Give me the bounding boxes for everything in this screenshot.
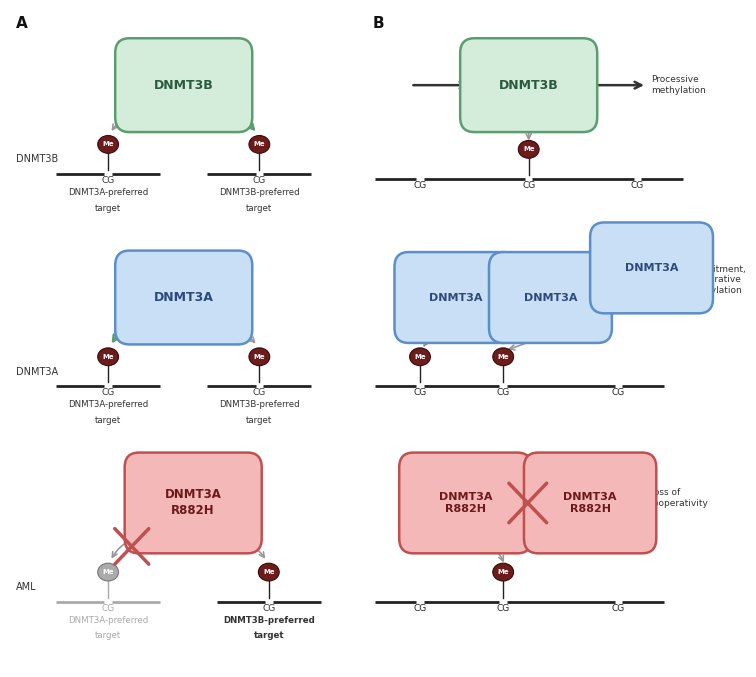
Text: Me: Me [497, 354, 509, 359]
FancyBboxPatch shape [460, 38, 597, 132]
Text: CG: CG [612, 604, 625, 613]
Text: B: B [373, 16, 384, 31]
Text: target: target [95, 632, 121, 640]
Text: DNMT3A-preferred: DNMT3A-preferred [68, 188, 148, 197]
Text: DNMT3A-preferred: DNMT3A-preferred [68, 400, 148, 409]
Text: target: target [246, 416, 272, 425]
FancyBboxPatch shape [115, 250, 253, 345]
Text: target: target [95, 416, 121, 425]
FancyBboxPatch shape [489, 252, 612, 343]
Text: DNMT3B: DNMT3B [16, 154, 57, 165]
Text: DNMT3A: DNMT3A [524, 292, 577, 303]
Text: AML: AML [16, 582, 36, 592]
Text: DNMT3A-preferred: DNMT3A-preferred [68, 615, 148, 625]
Text: CG: CG [253, 389, 266, 397]
Text: DNMT3A: DNMT3A [429, 292, 482, 303]
Ellipse shape [98, 563, 119, 581]
Text: CG: CG [101, 604, 115, 613]
Text: DNMT3A
R882H: DNMT3A R882H [165, 488, 222, 517]
Text: CG: CG [612, 389, 625, 397]
Text: DNMT3A
R882H: DNMT3A R882H [563, 492, 617, 514]
Ellipse shape [493, 563, 513, 581]
Text: Loss of
cooperativity: Loss of cooperativity [649, 488, 708, 508]
Text: CG: CG [414, 604, 426, 613]
Text: DNMT3A: DNMT3A [153, 291, 214, 304]
Text: Me: Me [102, 141, 114, 148]
Text: Me: Me [497, 569, 509, 575]
Text: DNMT3A
R882H: DNMT3A R882H [438, 492, 492, 514]
Text: Me: Me [102, 354, 114, 359]
Text: CG: CG [414, 181, 426, 190]
Text: CG: CG [262, 604, 275, 613]
Text: Me: Me [414, 354, 426, 359]
Text: Me: Me [263, 569, 274, 575]
Ellipse shape [519, 140, 539, 158]
Text: DNMT3B-preferred: DNMT3B-preferred [219, 400, 299, 409]
Text: CG: CG [522, 181, 535, 190]
Ellipse shape [410, 348, 430, 366]
Text: CG: CG [497, 389, 510, 397]
Text: DNMT3B-preferred: DNMT3B-preferred [223, 615, 314, 625]
FancyBboxPatch shape [590, 223, 713, 313]
FancyBboxPatch shape [524, 453, 656, 553]
Text: DNMT3B: DNMT3B [499, 79, 559, 91]
Text: Processive
methylation: Processive methylation [652, 75, 706, 95]
Text: DNMT3B: DNMT3B [154, 79, 214, 91]
Text: CG: CG [497, 604, 510, 613]
Text: CG: CG [101, 176, 115, 185]
Text: DNMT3B-preferred: DNMT3B-preferred [219, 188, 299, 197]
Text: CG: CG [101, 389, 115, 397]
FancyBboxPatch shape [125, 453, 262, 553]
Text: target: target [253, 632, 284, 640]
Text: Recruitment,
cooperative
methylation: Recruitment, cooperative methylation [687, 265, 746, 294]
Ellipse shape [259, 563, 279, 581]
Text: target: target [95, 204, 121, 213]
Ellipse shape [249, 135, 270, 153]
Text: CG: CG [414, 389, 426, 397]
FancyBboxPatch shape [399, 453, 531, 553]
Ellipse shape [98, 135, 119, 153]
FancyBboxPatch shape [395, 252, 517, 343]
Text: Me: Me [253, 354, 265, 359]
FancyBboxPatch shape [115, 38, 253, 132]
Ellipse shape [493, 348, 513, 366]
Text: CG: CG [253, 176, 266, 185]
Text: target: target [246, 204, 272, 213]
Ellipse shape [249, 348, 270, 366]
Text: Me: Me [523, 146, 534, 152]
Text: Me: Me [102, 569, 114, 575]
Ellipse shape [98, 348, 119, 366]
Text: A: A [16, 16, 27, 31]
Text: CG: CG [631, 181, 644, 190]
Text: DNMT3A: DNMT3A [16, 366, 57, 376]
Text: DNMT3A: DNMT3A [624, 263, 678, 273]
Text: Me: Me [253, 141, 265, 148]
